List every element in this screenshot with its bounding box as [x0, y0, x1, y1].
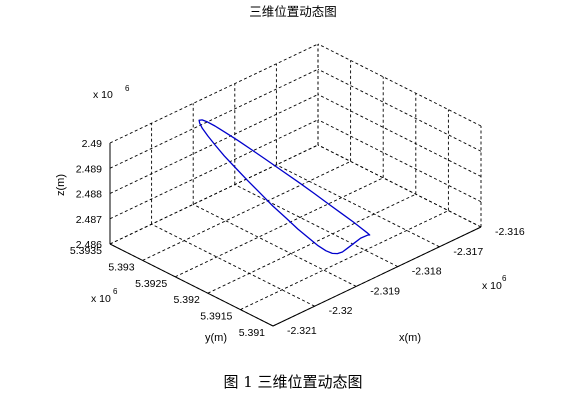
floor-grid-line — [151, 223, 315, 307]
trajectory-line — [198, 119, 371, 255]
back-wall-grid-line — [317, 119, 482, 203]
x-tick-label: -2.319 — [370, 285, 400, 297]
x-exponent-label: x 10 6 — [482, 274, 507, 292]
y-tick-label: 5.391 — [239, 327, 265, 339]
floor-grid-line — [175, 177, 384, 278]
z-tick-label: 2.488 — [76, 189, 102, 201]
y-tick-label: 5.3925 — [135, 278, 167, 290]
x-axis-label: x(m) — [399, 332, 421, 344]
z-tick-label: 2.49 — [82, 138, 103, 150]
x-axis-line — [272, 226, 482, 327]
z-exponent-power: 6 — [125, 84, 130, 93]
z-exponent-label: x 10 6 — [93, 84, 130, 101]
x-tick-label: -2.321 — [287, 325, 317, 337]
floor-grid-line — [234, 184, 399, 268]
chart-series-layer — [198, 119, 371, 255]
x-tick-label: -2.317 — [453, 246, 483, 258]
y-exponent-power: 6 — [113, 287, 118, 296]
x-exponent-power: 6 — [502, 274, 507, 283]
side-wall-grid-line — [109, 68, 319, 169]
chart-3d-plot: 三维位置动态图 x(m) y(m) z(m) x 10 6 x 10 6 x 1… — [55, 4, 525, 344]
floor-grid-line — [276, 164, 440, 248]
x-tick-label: -2.32 — [329, 305, 353, 317]
chart-title: 三维位置动态图 — [249, 4, 337, 19]
z-tick-label: 2.487 — [76, 214, 102, 226]
z-exponent-base: x 10 — [93, 89, 113, 101]
z-axis-label: z(m) — [55, 174, 67, 196]
y-tick-label: 5.3915 — [200, 311, 232, 323]
figure-caption: 图 1 三维位置动态图 — [223, 373, 363, 391]
back-wall-grid-line — [317, 94, 482, 177]
back-wall-grid-line — [317, 68, 482, 152]
y-tick-label: 5.3935 — [70, 245, 102, 257]
x-exponent-base: x 10 — [482, 280, 502, 292]
y-tick-label: 5.392 — [174, 294, 200, 306]
floor-grid-line — [192, 203, 357, 287]
y-tick-label: 5.393 — [108, 261, 134, 273]
floor-grid-line — [240, 210, 449, 311]
chart-tick-labels: -2.321 -2.32 -2.319 -2.318 -2.317 -2.316 5.393… — [70, 138, 525, 339]
back-wall-grid-line — [317, 43, 482, 127]
back-wall-grid-line — [317, 144, 482, 228]
chart-box-frame — [109, 143, 482, 327]
z-tick-label: 2.489 — [76, 163, 102, 175]
floor-grid-line — [142, 160, 351, 261]
x-tick-label: -2.316 — [495, 226, 525, 238]
z-tick-label: 2.486 — [76, 239, 102, 251]
floor-grid-line — [207, 193, 416, 294]
y-exponent-label: x 10 6 — [91, 287, 118, 305]
y-axis-line — [109, 243, 274, 327]
side-wall-grid-line — [109, 119, 319, 220]
x-tick-label: -2.318 — [412, 266, 442, 278]
y-axis-label: y(m) — [205, 332, 227, 344]
side-wall-grid-line — [109, 144, 319, 245]
y-exponent-base: x 10 — [91, 293, 111, 305]
side-wall-grid-line — [109, 43, 319, 144]
